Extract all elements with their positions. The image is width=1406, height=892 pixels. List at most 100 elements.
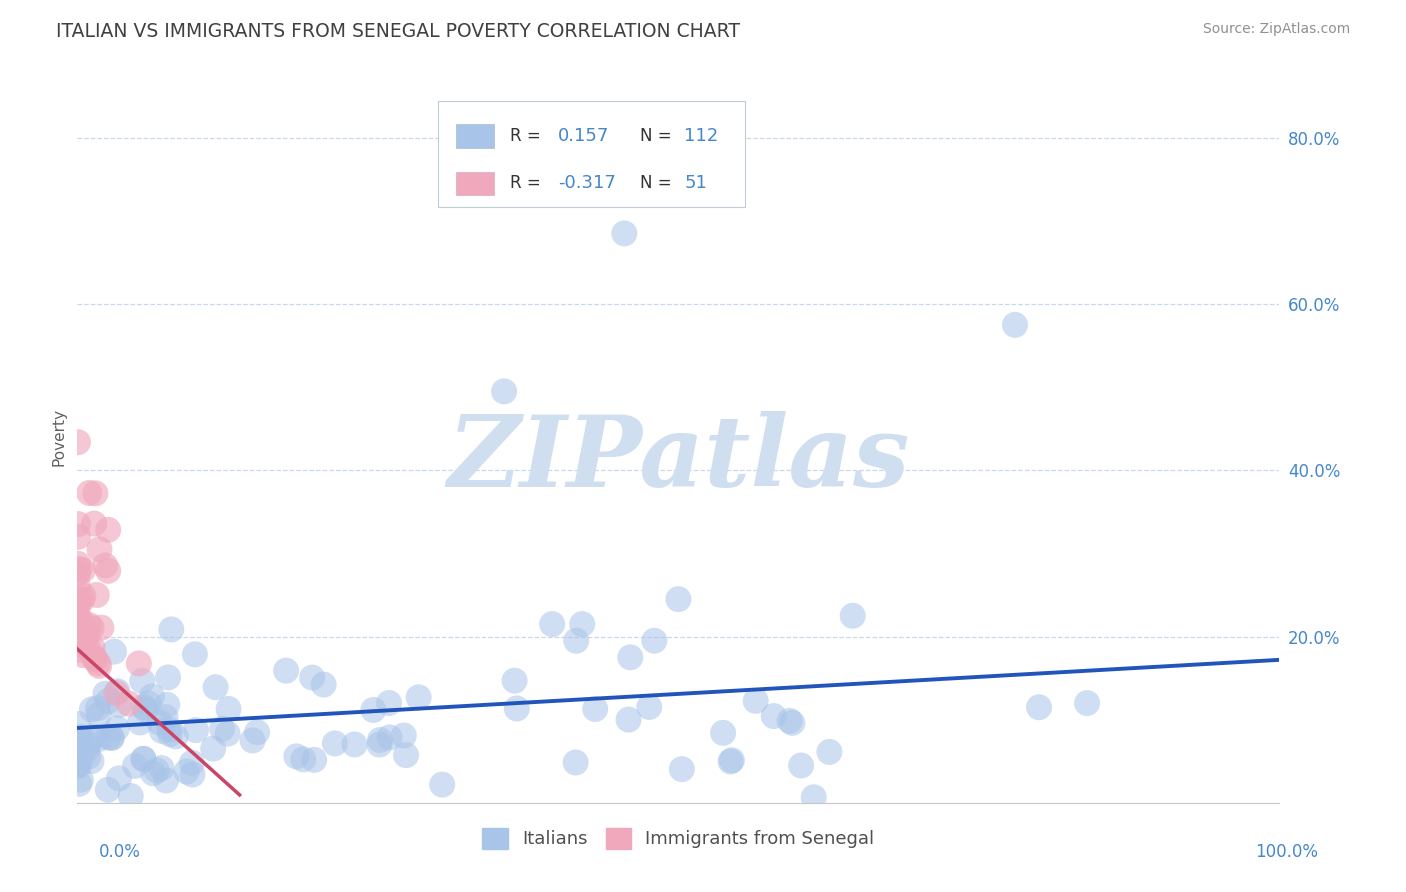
Point: [779, 714, 801, 728]
Point: [301, 671, 323, 685]
Point: [87, 732, 110, 747]
Point: [66, 615, 89, 630]
Point: [72, 619, 94, 633]
Point: [204, 680, 226, 694]
Point: [218, 702, 240, 716]
Point: [395, 748, 418, 763]
Point: [90, 621, 112, 635]
Point: [131, 673, 153, 688]
Point: [762, 709, 785, 723]
Point: [87, 656, 110, 670]
Point: [184, 723, 207, 738]
Point: [83, 516, 105, 531]
Point: [285, 749, 308, 764]
Point: [77, 640, 100, 655]
Point: [841, 608, 863, 623]
Point: [107, 684, 129, 698]
Point: [128, 657, 150, 671]
Point: [565, 633, 588, 648]
Point: [368, 733, 391, 747]
Point: [87, 708, 110, 723]
Point: [67, 777, 90, 791]
Point: [141, 690, 163, 704]
Point: [132, 752, 155, 766]
Point: [671, 762, 693, 776]
Point: [181, 767, 204, 781]
Point: [803, 790, 825, 805]
Point: [67, 637, 90, 651]
Point: [132, 752, 155, 766]
Point: [67, 757, 90, 772]
Point: [108, 698, 131, 712]
Text: N =: N =: [640, 127, 672, 145]
Point: [150, 723, 173, 738]
Text: ITALIAN VS IMMIGRANTS FROM SENEGAL POVERTY CORRELATION CHART: ITALIAN VS IMMIGRANTS FROM SENEGAL POVER…: [56, 22, 740, 41]
Point: [69, 730, 91, 744]
Point: [564, 756, 586, 770]
Point: [70, 772, 93, 787]
Point: [66, 435, 89, 450]
Point: [101, 731, 124, 745]
Point: [503, 673, 526, 688]
Point: [408, 690, 430, 705]
Point: [97, 564, 120, 578]
Point: [79, 618, 101, 632]
Point: [1004, 318, 1026, 332]
Point: [67, 751, 90, 765]
Point: [782, 715, 804, 730]
Point: [66, 643, 89, 657]
Point: [638, 700, 661, 714]
Point: [72, 648, 94, 662]
Point: [155, 773, 177, 788]
Point: [66, 517, 89, 532]
Point: [613, 227, 636, 241]
Point: [105, 686, 128, 700]
Point: [583, 702, 606, 716]
Point: [138, 697, 160, 711]
Point: [108, 772, 131, 786]
Point: [66, 610, 89, 624]
Point: [274, 664, 297, 678]
Point: [67, 738, 90, 752]
Point: [720, 755, 742, 769]
Point: [145, 764, 167, 778]
Point: [643, 633, 665, 648]
Point: [617, 713, 640, 727]
Text: Source: ZipAtlas.com: Source: ZipAtlas.com: [1202, 22, 1350, 37]
Point: [180, 756, 202, 770]
Point: [72, 563, 94, 577]
Point: [150, 761, 173, 775]
Point: [157, 723, 180, 737]
Bar: [456, 124, 495, 147]
Point: [89, 658, 111, 673]
Point: [94, 687, 117, 701]
Point: [148, 715, 170, 730]
Point: [77, 486, 100, 500]
Point: [87, 701, 110, 715]
Point: [80, 702, 103, 716]
Point: [202, 741, 225, 756]
Point: [494, 384, 516, 399]
Point: [155, 710, 177, 724]
Point: [120, 789, 142, 803]
Point: [66, 530, 89, 544]
Point: [176, 764, 198, 779]
Text: 112: 112: [685, 127, 718, 145]
Point: [67, 633, 90, 648]
Point: [242, 733, 264, 747]
Point: [619, 650, 641, 665]
Legend: Italians, Immigrants from Senegal: Italians, Immigrants from Senegal: [475, 821, 882, 856]
Point: [432, 778, 454, 792]
Point: [97, 782, 120, 797]
Point: [159, 727, 181, 741]
Y-axis label: Poverty: Poverty: [51, 408, 66, 467]
Point: [790, 758, 813, 772]
Point: [83, 652, 105, 666]
Point: [132, 700, 155, 714]
Point: [184, 648, 207, 662]
Point: [67, 733, 90, 747]
Point: [66, 595, 89, 609]
Point: [124, 759, 146, 773]
Point: [70, 624, 93, 638]
Point: [84, 651, 107, 665]
